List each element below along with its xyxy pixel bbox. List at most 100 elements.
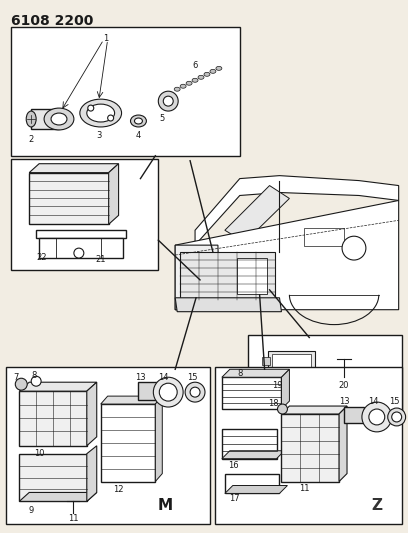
Text: 2: 2 (29, 135, 34, 144)
Circle shape (158, 91, 178, 111)
Text: 1: 1 (103, 34, 108, 43)
Bar (282, 414, 339, 481)
Text: 11: 11 (299, 483, 310, 492)
Ellipse shape (87, 104, 115, 122)
Bar (11, 159, 158, 270)
Text: 7: 7 (13, 373, 19, 382)
Polygon shape (155, 396, 162, 481)
Circle shape (163, 96, 173, 106)
Circle shape (369, 409, 385, 425)
Text: Z: Z (371, 498, 382, 513)
Ellipse shape (51, 113, 67, 125)
Bar (19, 454, 87, 502)
Bar (7, 367, 210, 524)
Text: 8: 8 (31, 372, 37, 380)
Bar (11, 27, 240, 156)
Text: 14: 14 (158, 373, 169, 382)
Text: 9: 9 (29, 506, 34, 515)
Text: 11: 11 (68, 514, 78, 523)
Bar (268, 351, 315, 379)
Text: 13: 13 (135, 373, 146, 382)
Polygon shape (282, 406, 347, 414)
Polygon shape (222, 451, 284, 459)
Circle shape (185, 382, 205, 402)
Circle shape (342, 236, 366, 260)
Ellipse shape (131, 115, 146, 127)
Ellipse shape (204, 72, 210, 76)
Polygon shape (87, 446, 97, 502)
Polygon shape (195, 175, 399, 245)
Ellipse shape (180, 84, 186, 88)
Bar (31, 109, 59, 129)
Text: 14: 14 (368, 397, 379, 406)
Polygon shape (225, 486, 287, 494)
Polygon shape (109, 164, 119, 224)
Text: 22: 22 (36, 253, 47, 262)
Text: 6: 6 (193, 61, 198, 70)
Bar (39, 238, 122, 258)
Text: 12: 12 (113, 484, 124, 494)
Polygon shape (225, 185, 289, 242)
Circle shape (277, 404, 287, 414)
Bar (222, 377, 282, 409)
Bar (344, 407, 364, 423)
Ellipse shape (186, 81, 192, 85)
Ellipse shape (174, 87, 180, 91)
Text: 5: 5 (160, 114, 165, 123)
Text: 18: 18 (268, 399, 279, 408)
Bar (222, 429, 277, 459)
Bar (225, 474, 279, 494)
Ellipse shape (135, 118, 142, 124)
Ellipse shape (198, 75, 204, 79)
Circle shape (159, 383, 177, 401)
Bar (180, 252, 275, 300)
Circle shape (190, 387, 200, 397)
Text: 13: 13 (339, 397, 349, 406)
Text: 17: 17 (229, 495, 240, 504)
Bar (36, 230, 126, 238)
Circle shape (31, 376, 41, 386)
Bar (248, 335, 401, 416)
Text: M: M (158, 498, 173, 513)
Text: 3: 3 (96, 131, 102, 140)
Text: 21: 21 (96, 255, 106, 264)
Text: 8: 8 (237, 369, 242, 378)
Polygon shape (19, 492, 97, 502)
Bar (304, 228, 344, 246)
Bar (19, 391, 87, 446)
Polygon shape (175, 245, 220, 310)
Polygon shape (87, 382, 97, 446)
Text: 10: 10 (34, 449, 44, 458)
Polygon shape (19, 382, 97, 391)
Text: 15: 15 (187, 373, 197, 382)
Text: 20: 20 (339, 381, 349, 390)
Ellipse shape (44, 108, 74, 130)
Circle shape (388, 408, 406, 426)
Ellipse shape (216, 67, 222, 70)
Polygon shape (222, 369, 289, 377)
Polygon shape (282, 369, 289, 409)
Ellipse shape (26, 111, 36, 127)
Circle shape (153, 377, 183, 407)
Text: 19: 19 (272, 381, 283, 390)
Bar (272, 354, 311, 376)
Circle shape (15, 378, 27, 390)
Text: 15: 15 (390, 397, 400, 406)
Text: 4: 4 (136, 131, 141, 140)
Circle shape (74, 248, 84, 258)
Bar (101, 404, 155, 481)
Polygon shape (339, 406, 347, 481)
Ellipse shape (210, 69, 216, 74)
Bar (215, 367, 401, 524)
Bar (138, 382, 160, 400)
Bar (29, 173, 109, 224)
Circle shape (392, 412, 401, 422)
Circle shape (362, 402, 392, 432)
Circle shape (108, 115, 113, 121)
Bar (262, 358, 270, 365)
Polygon shape (29, 164, 119, 173)
Circle shape (88, 105, 94, 111)
Ellipse shape (80, 99, 122, 127)
Text: 16: 16 (228, 461, 238, 470)
Bar (237, 258, 266, 294)
